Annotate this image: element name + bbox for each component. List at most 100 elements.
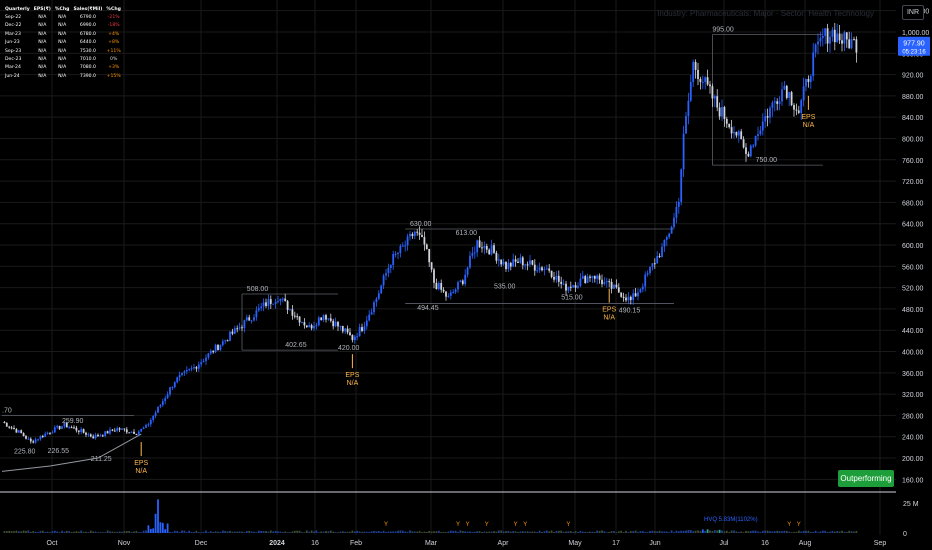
candle — [538, 262, 541, 273]
candle — [5, 422, 8, 427]
candle — [476, 239, 479, 257]
candle-body — [332, 320, 335, 327]
candle-body — [313, 325, 315, 329]
candle — [53, 425, 56, 433]
candle-body — [831, 29, 834, 37]
volume-bar — [111, 531, 114, 533]
volume-bar — [157, 499, 159, 533]
candle — [262, 298, 265, 312]
volume-bar — [413, 531, 416, 533]
volume-bar — [814, 530, 817, 533]
volume-bar — [711, 531, 714, 533]
volume-bar — [404, 531, 407, 533]
candle-body — [687, 100, 690, 117]
volume-bar — [673, 532, 675, 533]
candle — [694, 59, 697, 79]
candle-body — [454, 289, 457, 293]
candle-body — [123, 428, 126, 430]
candle-body — [622, 296, 625, 298]
volume-bar — [173, 530, 176, 533]
candle — [63, 421, 66, 429]
candle — [202, 358, 205, 363]
time-axis-label: Nov — [118, 540, 131, 547]
currency-button[interactable]: INR — [902, 5, 924, 20]
candle — [217, 344, 219, 351]
candle — [255, 306, 258, 321]
candle-body — [413, 231, 416, 236]
outperforming-badge[interactable]: Outperforming — [838, 470, 894, 487]
candle-body — [435, 282, 438, 290]
last-price-label: 977.90 05:23:16 — [898, 36, 930, 56]
candle-body — [195, 367, 198, 369]
candle — [392, 250, 395, 270]
volume-bar — [70, 532, 73, 533]
candle-body — [209, 350, 212, 354]
candle — [591, 275, 594, 283]
volume-bar — [226, 531, 229, 533]
candle-body — [764, 116, 767, 122]
candle-body — [39, 435, 42, 440]
candle — [157, 406, 159, 413]
candle — [125, 427, 128, 435]
volume-bar — [461, 531, 464, 533]
candle — [423, 231, 426, 251]
candle — [742, 136, 745, 149]
candle — [140, 428, 143, 433]
candle-body — [668, 233, 671, 238]
volume-bar — [334, 532, 337, 533]
candle-body — [10, 427, 13, 429]
candle-body — [598, 275, 601, 280]
candle — [601, 274, 603, 288]
candle — [433, 267, 435, 289]
candle-body — [562, 283, 565, 285]
candle — [689, 74, 692, 103]
volume-bar — [800, 531, 803, 533]
quarterly-cell: N/A — [38, 15, 47, 21]
candle — [173, 381, 176, 389]
candle-body — [125, 429, 128, 433]
candle — [848, 31, 851, 49]
quarterly-table: Quarterly EPS(₹) %Chg Sales(₹Mil) %Chg Sep-2… — [3, 5, 123, 81]
quarterly-table-body: Sep-22 N/A N/A 6790.0 -21% Dec-22 N/A N/A 6990.0… — [3, 13, 123, 80]
candles — [3, 22, 858, 444]
volume-bar — [605, 532, 608, 533]
volume-bar — [687, 529, 690, 533]
volume-bar — [452, 530, 455, 533]
candle — [749, 144, 752, 158]
price-note: 225.80 — [14, 448, 36, 455]
volume-bar — [521, 531, 524, 533]
candle-body — [675, 206, 678, 218]
candle — [471, 246, 474, 259]
volume-bar — [584, 531, 587, 533]
candle-body — [478, 240, 481, 248]
quarterly-cell: +4% — [108, 31, 120, 37]
volume-y-mark: Y — [456, 522, 460, 528]
volume-bar — [200, 532, 203, 533]
price-axis[interactable]: 1,040.001,000.00960.00920.00880.00840.00… — [902, 9, 929, 485]
candle — [493, 243, 495, 255]
candle — [788, 91, 791, 107]
price-axis-tick: 1,000.00 — [902, 30, 929, 37]
candle — [550, 270, 553, 279]
candle — [325, 313, 327, 323]
candle-body — [749, 145, 752, 157]
candle-body — [632, 293, 635, 301]
price-axis-tick: 200.00 — [902, 456, 924, 463]
volume-bar — [833, 531, 836, 533]
candle — [401, 242, 404, 247]
candle — [797, 105, 800, 115]
candle-body — [380, 285, 383, 294]
time-axis[interactable]: Oct Nov Dec 2024 16 Feb Mar Apr May 17 Jun Jul 16 Aug… — [47, 540, 887, 547]
candle-body — [289, 309, 291, 311]
candle — [97, 433, 99, 437]
candle — [272, 303, 275, 305]
candle-body — [58, 425, 61, 429]
candle-body — [824, 28, 827, 36]
price-axis-tick: 600.00 — [902, 243, 924, 250]
volume-bar — [68, 531, 71, 533]
candle — [245, 314, 248, 322]
candle-body — [548, 268, 551, 271]
candle — [377, 290, 380, 301]
candle — [185, 366, 188, 375]
